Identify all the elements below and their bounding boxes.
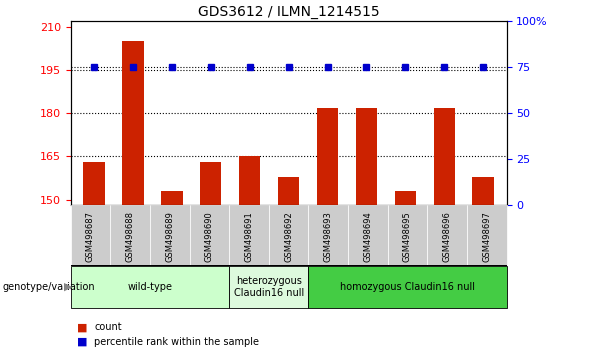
Text: count: count [94, 322, 122, 332]
Text: GSM498691: GSM498691 [244, 211, 253, 262]
Text: GSM498697: GSM498697 [482, 211, 491, 262]
Bar [356, 108, 377, 205]
Bar [83, 162, 105, 205]
Bar [200, 162, 221, 205]
Text: GSM498693: GSM498693 [324, 211, 333, 262]
Text: GSM498690: GSM498690 [205, 211, 214, 262]
Bar [395, 191, 416, 205]
Text: GSM498689: GSM498689 [166, 211, 174, 262]
Text: genotype/variation: genotype/variation [3, 282, 95, 292]
Text: GSM498694: GSM498694 [363, 211, 372, 262]
Bar [123, 41, 144, 205]
Bar [434, 108, 455, 205]
Text: ■: ■ [77, 322, 87, 332]
Text: wild-type: wild-type [127, 282, 173, 292]
Text: GSM498688: GSM498688 [125, 211, 135, 262]
Text: heterozygous
Claudin16 null: heterozygous Claudin16 null [234, 276, 304, 298]
Bar [317, 108, 338, 205]
Text: GSM498692: GSM498692 [284, 211, 293, 262]
Bar [161, 191, 183, 205]
Text: ■: ■ [77, 337, 87, 347]
Text: homozygous Claudin16 null: homozygous Claudin16 null [340, 282, 475, 292]
Bar [278, 177, 299, 205]
Bar [239, 156, 260, 205]
Text: percentile rank within the sample: percentile rank within the sample [94, 337, 259, 347]
Text: GSM498687: GSM498687 [86, 211, 95, 262]
Text: GSM498695: GSM498695 [403, 211, 412, 262]
Bar [472, 177, 494, 205]
Text: ▶: ▶ [64, 282, 72, 292]
Text: GSM498696: GSM498696 [442, 211, 452, 262]
Title: GDS3612 / ILMN_1214515: GDS3612 / ILMN_1214515 [198, 5, 379, 19]
